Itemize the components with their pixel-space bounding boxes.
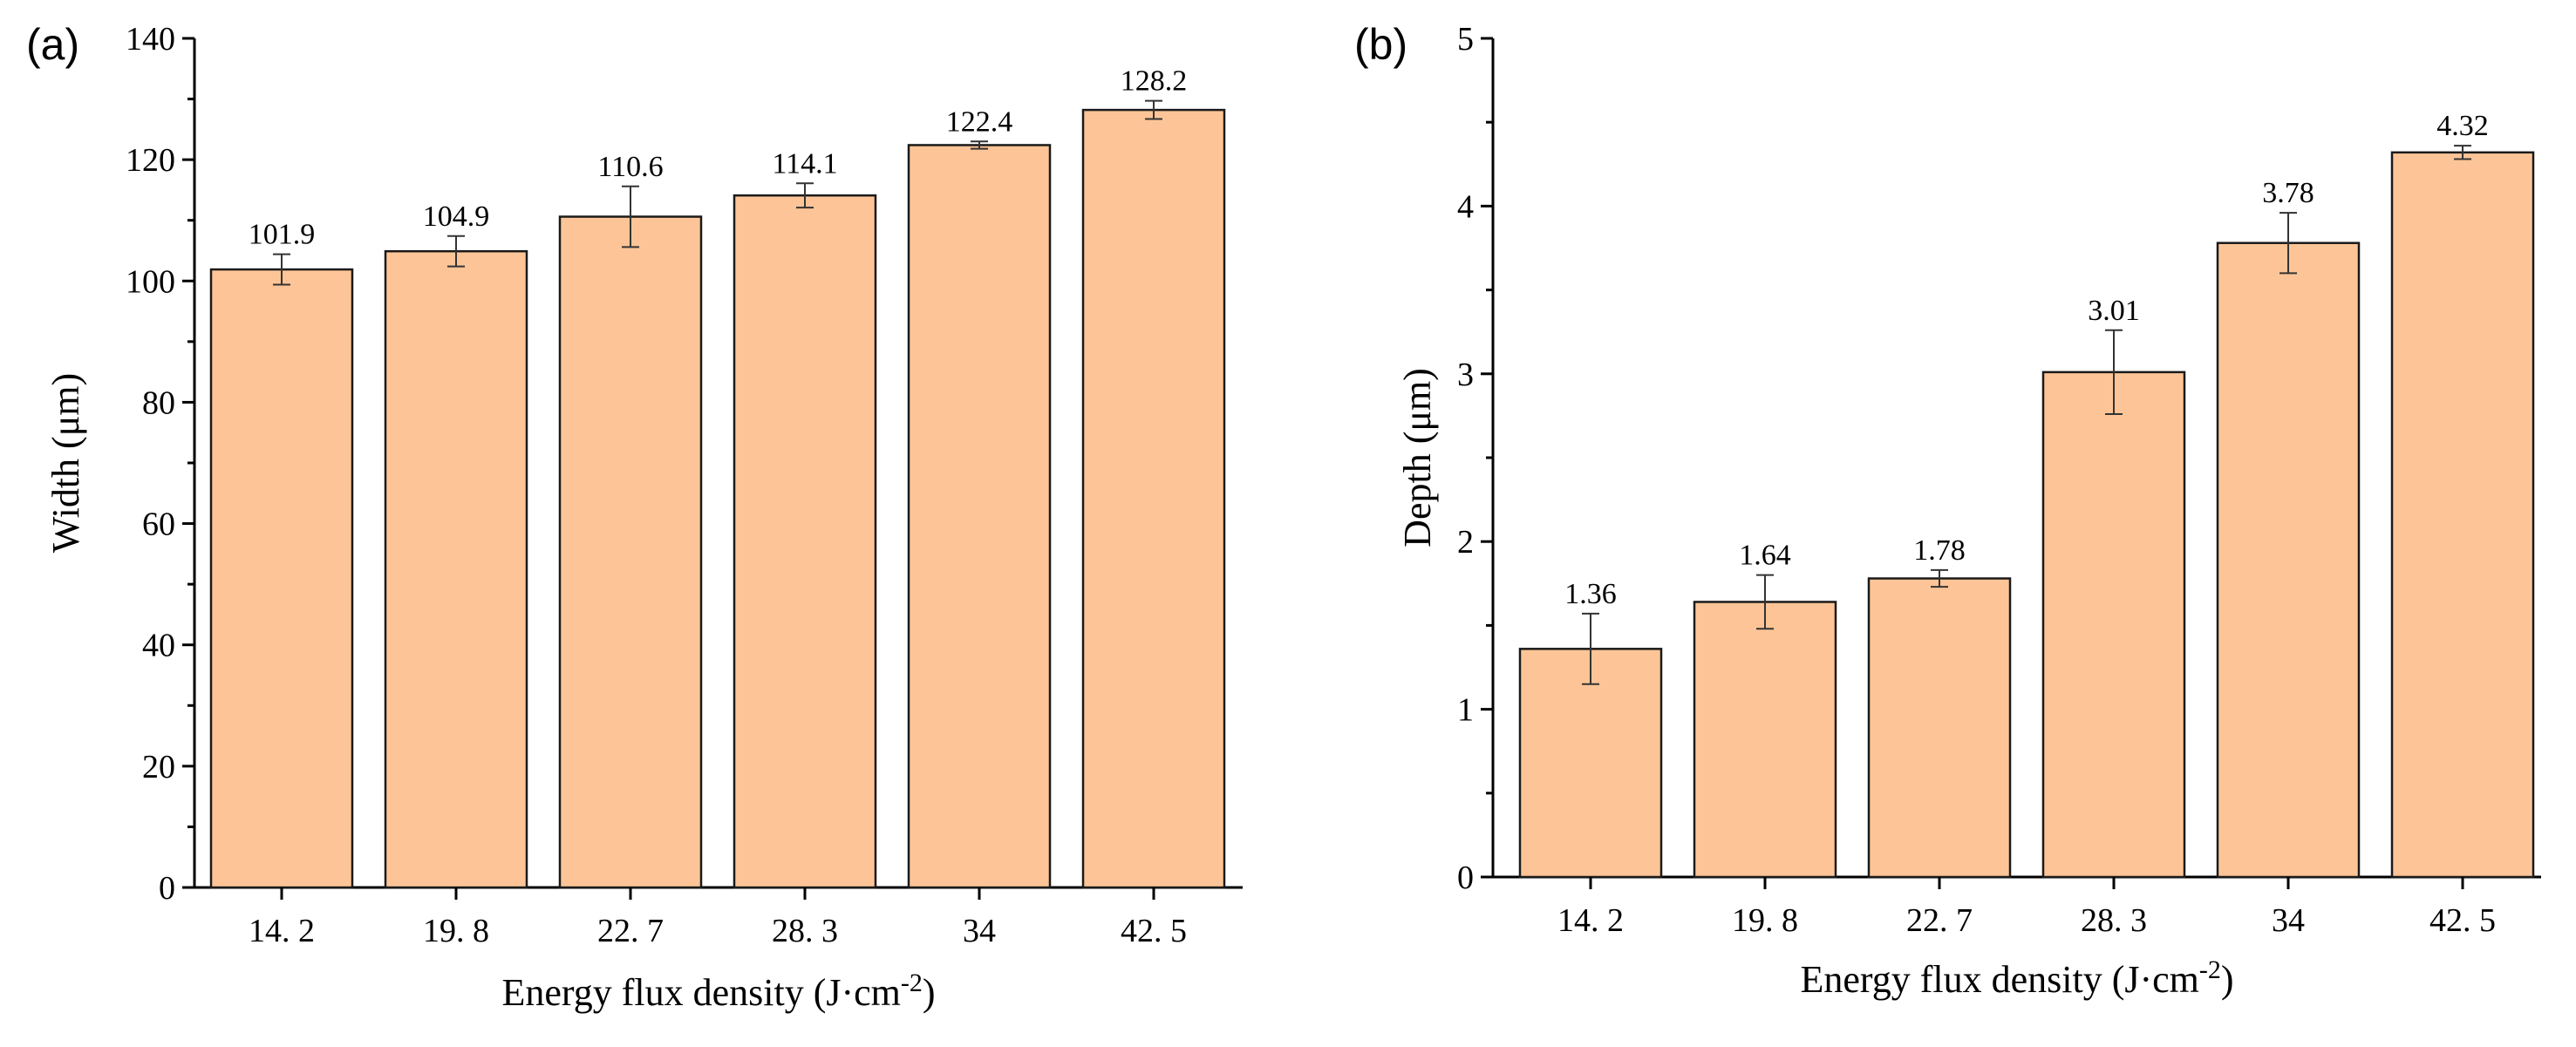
chart-a-data-label: 128.2 — [1121, 65, 1188, 98]
chart-b-data-label: 3.78 — [2262, 177, 2314, 209]
chart-b-data-label: 1.64 — [1739, 540, 1791, 572]
chart-a-xtick-label: 42. 5 — [1121, 913, 1187, 949]
chart-b-ytick-label: 5 — [1457, 21, 1474, 58]
chart-b-ytick-label: 1 — [1457, 692, 1474, 729]
chart-a-xtick-label: 22. 7 — [597, 913, 664, 949]
chart-a-ytick-label: 60 — [142, 507, 175, 543]
chart-b-xtick-label: 42. 5 — [2429, 902, 2496, 939]
chart-a-data-label: 101.9 — [249, 219, 316, 251]
chart-a: (a) 0 20 40 60 80 100 120 140 101.9 14. 2 104.9 19. … — [26, 20, 1243, 1014]
chart-a-ytick-label: 100 — [126, 263, 175, 300]
chart-b-xtick-label: 14. 2 — [1557, 902, 1624, 939]
chart-b-ytick-label: 4 — [1457, 188, 1474, 225]
chart-b-bar — [1867, 577, 2012, 879]
chart-b-xtick-label: 34 — [2272, 902, 2305, 939]
chart-b-ytick-label: 3 — [1457, 357, 1474, 393]
chart-b-data-label: 4.32 — [2436, 110, 2489, 142]
chart-b-bar — [2041, 371, 2186, 879]
chart-a-ytick-label: 120 — [126, 142, 175, 179]
chart-a-x-axis-title: Energy flux density (J·cm-2) — [501, 969, 935, 1014]
chart-b-y-axis-title: Depth (μm) — [1396, 368, 1439, 547]
chart-b-bar — [1518, 648, 1663, 879]
chart-a-data-label: 104.9 — [423, 201, 490, 233]
chart-b-data-label: 1.36 — [1564, 578, 1617, 610]
chart-a-xtick-label: 14. 2 — [249, 913, 315, 949]
chart-a-bar — [1081, 108, 1226, 889]
chart-a-data-label: 110.6 — [597, 151, 663, 183]
chart-a-xtick-label: 28. 3 — [772, 913, 838, 949]
chart-b-bar — [1693, 601, 1837, 879]
chart-b-data-label: 3.01 — [2088, 295, 2140, 327]
chart-a-xtick-label: 19. 8 — [423, 913, 489, 949]
chart-a-panel-label: (a) — [26, 20, 79, 69]
chart-b-ytick-label: 0 — [1457, 860, 1474, 896]
chart-a-ytick-label: 40 — [142, 628, 175, 664]
chart-a-ytick-label: 20 — [142, 749, 175, 785]
chart-a-y-axis-title: Width (μm) — [44, 373, 87, 553]
chart-b-data-label: 1.78 — [1913, 534, 1966, 567]
chart-a-xtick-label: 34 — [963, 913, 996, 949]
chart-b-xtick-label: 19. 8 — [1732, 902, 1798, 939]
chart-a-ytick-label: 80 — [142, 384, 175, 421]
chart-b-bar — [2216, 241, 2361, 879]
chart-a-bar — [733, 194, 877, 889]
chart-b-xtick-label: 22. 7 — [1906, 902, 1973, 939]
chart-b-x-axis-title: Energy flux density (J·cm-2) — [1800, 955, 2233, 1001]
chart-a-bar — [209, 268, 354, 889]
chart-a-bar — [384, 249, 528, 889]
chart-b-ytick-label: 2 — [1457, 524, 1474, 561]
chart-a-data-label: 114.1 — [772, 147, 837, 180]
chart-a-ytick-label: 0 — [159, 870, 175, 907]
chart-b-xtick-label: 28. 3 — [2081, 902, 2147, 939]
chart-a-bar — [558, 215, 703, 889]
chart-a-data-label: 122.4 — [946, 105, 1013, 138]
chart-b-bar — [2390, 151, 2535, 879]
chart-b-panel-label: (b) — [1354, 20, 1407, 69]
chart-a-ytick-label: 140 — [126, 21, 175, 58]
chart-a-bar — [907, 144, 1052, 889]
